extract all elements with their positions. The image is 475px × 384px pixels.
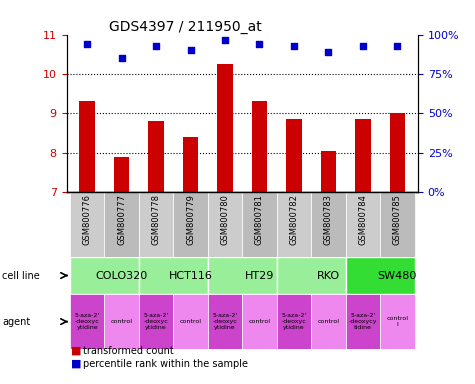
Bar [173, 192, 208, 257]
Bar [208, 192, 242, 257]
Text: GSM800779: GSM800779 [186, 194, 195, 245]
Text: control: control [248, 319, 270, 324]
Bar [139, 257, 208, 294]
Bar [277, 257, 346, 294]
Bar [148, 121, 164, 192]
Bar [173, 294, 208, 349]
Text: RKO: RKO [317, 270, 340, 281]
Bar [70, 294, 104, 349]
Bar [70, 192, 104, 257]
Text: control: control [111, 319, 133, 324]
Point [118, 55, 125, 61]
Bar [79, 101, 95, 192]
Bar [380, 192, 415, 257]
Point [187, 47, 194, 53]
Text: percentile rank within the sample: percentile rank within the sample [83, 359, 248, 369]
Bar [390, 113, 405, 192]
Text: ■: ■ [71, 359, 82, 369]
Text: 5-aza-2'
-deoxycy
tidine: 5-aza-2' -deoxycy tidine [349, 313, 377, 330]
Bar [139, 294, 173, 349]
Text: 5-aza-2'
-deoxyc
ytidine: 5-aza-2' -deoxyc ytidine [75, 313, 100, 330]
Bar [346, 257, 415, 294]
Text: GSM800777: GSM800777 [117, 194, 126, 245]
Bar [355, 119, 370, 192]
Bar [104, 294, 139, 349]
Bar [217, 64, 233, 192]
Text: GSM800784: GSM800784 [358, 194, 367, 245]
Bar [277, 294, 311, 349]
Text: GSM800780: GSM800780 [220, 194, 229, 245]
Point [393, 43, 401, 50]
Text: control
l: control l [386, 316, 408, 327]
Text: agent: agent [2, 316, 30, 327]
Text: 5-aza-2'
-deoxyc
ytidine: 5-aza-2' -deoxyc ytidine [212, 313, 238, 330]
Text: GSM800782: GSM800782 [289, 194, 298, 245]
Bar [346, 192, 380, 257]
Bar [242, 294, 277, 349]
Point [324, 49, 332, 55]
Bar [104, 192, 139, 257]
Text: GSM800783: GSM800783 [324, 194, 333, 245]
Bar [311, 192, 346, 257]
Bar [286, 119, 302, 192]
Text: HT29: HT29 [245, 270, 274, 281]
Bar [208, 294, 242, 349]
Point [256, 41, 263, 48]
Text: GSM800781: GSM800781 [255, 194, 264, 245]
Bar [311, 294, 346, 349]
Text: COLO320: COLO320 [95, 270, 148, 281]
Bar [242, 192, 277, 257]
Bar [70, 257, 139, 294]
Point [221, 37, 229, 43]
Text: control: control [317, 319, 340, 324]
Bar [114, 157, 129, 192]
Text: ■: ■ [71, 346, 82, 356]
Text: transformed count: transformed count [83, 346, 174, 356]
Point [152, 43, 160, 50]
Text: cell line: cell line [2, 270, 40, 281]
Text: 5-aza-2'
-deoxyc
ytidine: 5-aza-2' -deoxyc ytidine [143, 313, 169, 330]
Text: HCT116: HCT116 [169, 270, 212, 281]
Text: 5-aza-2'
-deoxyc
ytidine: 5-aza-2' -deoxyc ytidine [281, 313, 306, 330]
Bar [183, 137, 199, 192]
Text: GDS4397 / 211950_at: GDS4397 / 211950_at [109, 20, 261, 33]
Text: GSM800778: GSM800778 [152, 194, 161, 245]
Bar [321, 151, 336, 192]
Text: GSM800776: GSM800776 [83, 194, 92, 245]
Bar [139, 192, 173, 257]
Bar [346, 294, 380, 349]
Bar [252, 101, 267, 192]
Text: SW480: SW480 [378, 270, 417, 281]
Text: control: control [180, 319, 201, 324]
Point [359, 43, 367, 50]
Bar [277, 192, 311, 257]
Bar [380, 294, 415, 349]
Point [290, 43, 298, 50]
Bar [208, 257, 277, 294]
Text: GSM800785: GSM800785 [393, 194, 402, 245]
Point [84, 41, 91, 48]
